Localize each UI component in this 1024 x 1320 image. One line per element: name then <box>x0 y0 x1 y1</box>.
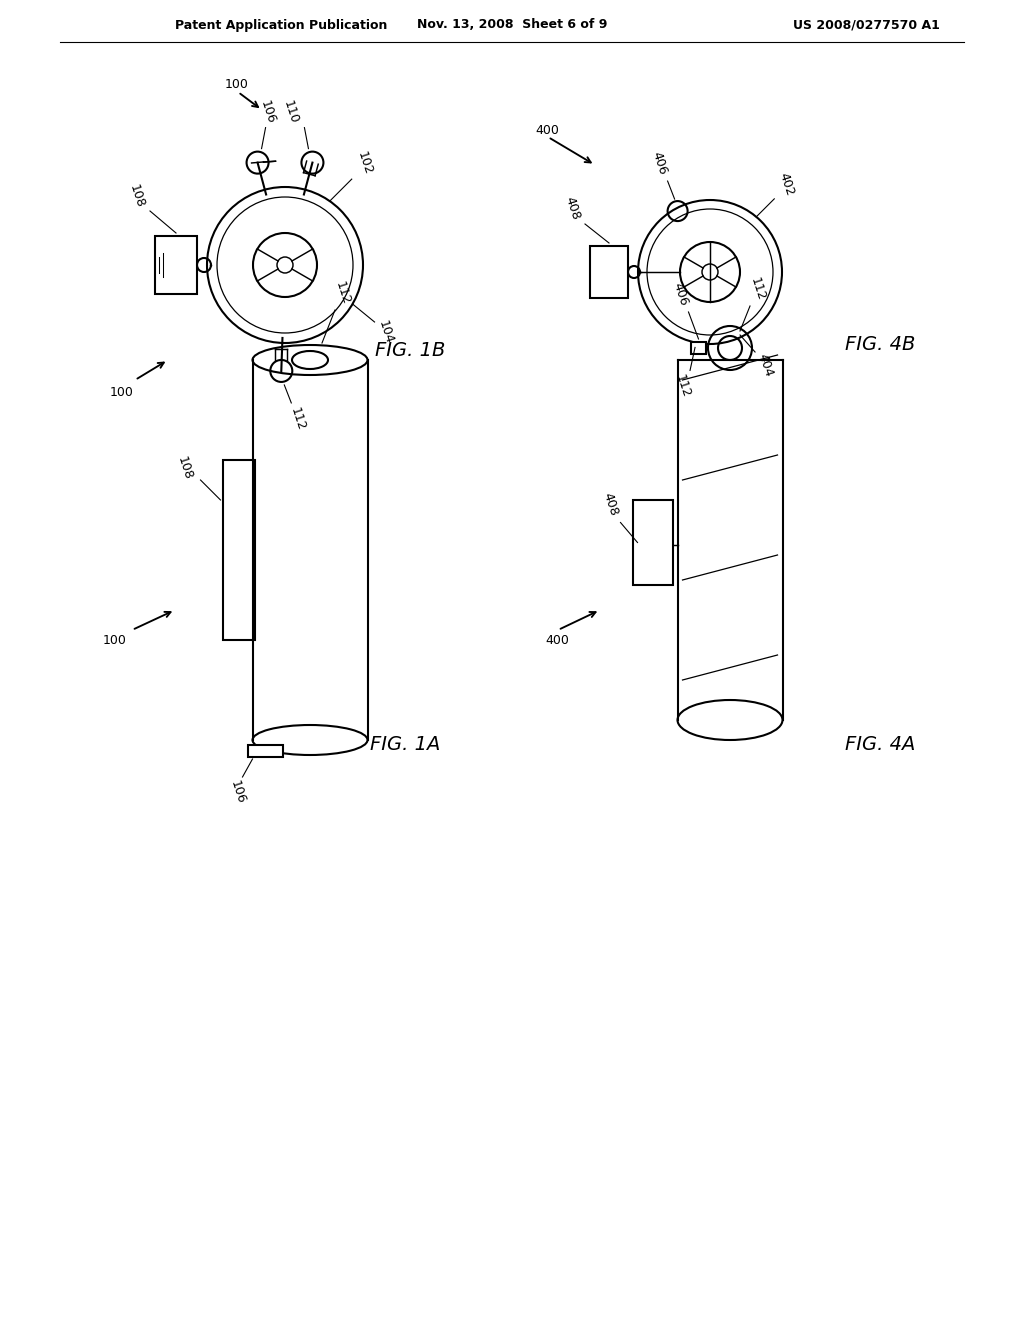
Text: 106: 106 <box>258 99 278 125</box>
Text: 108: 108 <box>127 182 146 210</box>
Text: Nov. 13, 2008  Sheet 6 of 9: Nov. 13, 2008 Sheet 6 of 9 <box>417 18 607 32</box>
Text: 112: 112 <box>673 374 693 400</box>
Text: 108: 108 <box>175 454 195 482</box>
Text: 100: 100 <box>103 634 127 647</box>
Bar <box>691 342 706 354</box>
Text: FIG. 4B: FIG. 4B <box>845 335 915 355</box>
Bar <box>248 744 283 756</box>
Text: 106: 106 <box>227 779 248 805</box>
Text: FIG. 1A: FIG. 1A <box>370 735 440 755</box>
Text: 400: 400 <box>535 124 559 136</box>
Text: FIG. 1B: FIG. 1B <box>375 341 445 359</box>
Text: 110: 110 <box>281 99 300 125</box>
Text: 104: 104 <box>376 318 395 346</box>
Text: 112: 112 <box>333 280 353 306</box>
Bar <box>633 500 673 585</box>
Text: US 2008/0277570 A1: US 2008/0277570 A1 <box>794 18 940 32</box>
Text: 408: 408 <box>562 194 582 222</box>
Text: 100: 100 <box>110 385 134 399</box>
Text: 102: 102 <box>355 149 375 177</box>
Text: Patent Application Publication: Patent Application Publication <box>175 18 387 32</box>
Text: 406: 406 <box>650 149 670 177</box>
Bar <box>155 236 197 294</box>
Text: 112: 112 <box>288 405 307 432</box>
Text: 400: 400 <box>545 634 569 647</box>
Text: FIG. 4A: FIG. 4A <box>845 735 915 755</box>
Text: 406: 406 <box>671 281 690 308</box>
Bar <box>222 459 255 640</box>
Bar <box>590 246 628 298</box>
Text: 112: 112 <box>749 276 768 302</box>
Text: 408: 408 <box>601 491 621 517</box>
Text: 100: 100 <box>225 78 249 91</box>
Text: 404: 404 <box>755 351 775 379</box>
Text: 402: 402 <box>776 170 796 197</box>
